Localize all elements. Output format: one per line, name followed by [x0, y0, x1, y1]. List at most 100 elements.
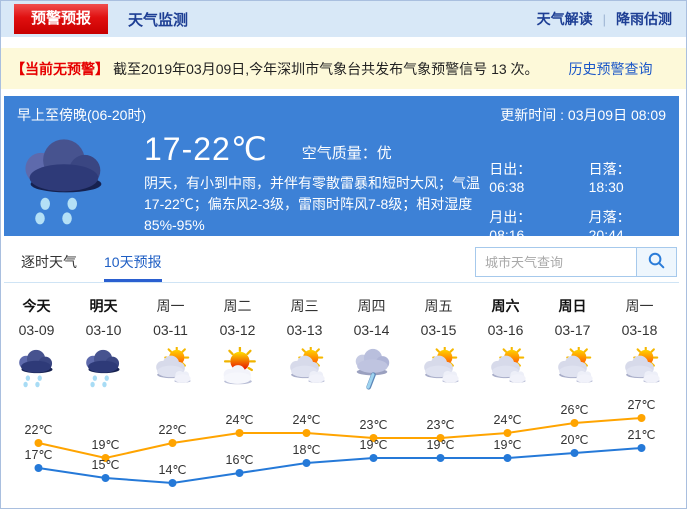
search-button[interactable] [636, 248, 676, 276]
high-temp-point [34, 439, 43, 447]
day-name: 周一 [625, 298, 654, 314]
top-nav-links: 天气解读 | 降雨估测 [537, 9, 686, 29]
day-name: 周六 [491, 298, 520, 314]
high-temp-label: 24℃ [293, 413, 321, 427]
day-name: 周五 [424, 298, 453, 314]
low-temp-label: 16℃ [226, 453, 254, 467]
tab-ten-day-forecast[interactable]: 10天预报 [104, 252, 162, 282]
tab-warning-forecast[interactable]: 预警预报 [14, 4, 109, 34]
high-temp-point [302, 429, 311, 437]
low-temp-point [570, 449, 579, 457]
air-quality-label: 空气质量： [301, 144, 377, 162]
day-date: 03-13 [286, 322, 323, 338]
low-temp-label: 20℃ [561, 433, 589, 447]
low-temp-label: 19℃ [427, 438, 455, 452]
temperature-row: 17-22℃ 空气质量：优 [144, 129, 489, 169]
air-quality: 空气质量：优 [302, 142, 392, 163]
search-icon [647, 251, 666, 273]
high-temp-point [637, 414, 646, 422]
link-weather-interpretation[interactable]: 天气解读 [536, 11, 593, 27]
forecast-day-column[interactable]: 周日 03-17 [539, 295, 606, 395]
tab-hourly-weather[interactable]: 逐时天气 [21, 254, 77, 270]
rain-icon [70, 343, 137, 395]
partly-cloudy-icon [606, 343, 673, 395]
forecast-day-column[interactable]: 周五 03-15 [405, 295, 472, 395]
day-date: 03-09 [18, 322, 55, 338]
sunmoon-item: 日出：06:38 [489, 161, 532, 195]
forecast-day-column[interactable]: 周一 03-18 [606, 295, 673, 395]
sunmoon-item: 日落：18:30 [588, 161, 631, 195]
low-temp-label: 15℃ [92, 458, 120, 472]
partly-cloudy-icon [472, 343, 539, 395]
alert-summary-text: 截至2019年03月09日,今年深圳市气象台共发布气象预警信号 13 次。 [113, 60, 539, 77]
period-title: 早上至傍晚(06-20时) [17, 107, 147, 123]
forecast-day-column[interactable]: 周三 03-13 [271, 295, 338, 395]
high-temp-label: 23℃ [360, 418, 388, 432]
day-date: 03-14 [353, 322, 390, 338]
weather-description: 阴天，有小到中雨，并伴有零散雷暴和短时大风；气温17-22℃；偏东风2-3级，雷… [144, 175, 480, 233]
current-conditions: 17-22℃ 空气质量：优 阴天，有小到中雨，并伴有零散雷暴和短时大风；气温17… [144, 129, 489, 243]
day-date: 03-11 [153, 322, 188, 338]
forecast-day-column[interactable]: 周一 03-11 [137, 295, 204, 395]
alert-bar: 【当前无预警】 截至2019年03月09日,今年深圳市气象台共发布气象预警信号 … [1, 48, 686, 89]
high-temp-point [235, 429, 244, 437]
forecast-day-column[interactable]: 今天 03-09 [3, 295, 70, 395]
partly-cloudy-icon [271, 343, 338, 395]
low-temp-label: 17℃ [25, 448, 53, 462]
panel-header: 早上至傍晚(06-20时) 更新时间 : 03月09日 08:09 [4, 96, 679, 125]
forecast-day-column[interactable]: 周六 03-16 [472, 295, 539, 395]
low-temp-point [235, 469, 244, 477]
day-date: 03-12 [219, 322, 256, 338]
day-date: 03-10 [85, 322, 122, 338]
low-temp-point [34, 464, 43, 472]
link-divider: | [602, 11, 606, 27]
forecast-day-column[interactable]: 明天 03-10 [70, 295, 137, 395]
high-temp-point [168, 439, 177, 447]
sunmoon-item: 月出：08:16 [489, 209, 532, 243]
sun-moon-times: 日出：06:38 日落：18:30 月出：08:16 月落：20:44 [489, 159, 666, 243]
high-temp-point [503, 429, 512, 437]
day-date: 03-18 [621, 322, 658, 338]
high-temp-line [38, 417, 642, 460]
high-temp-label: 23℃ [427, 418, 455, 432]
low-temp-point [101, 474, 110, 482]
high-temp-label: 22℃ [25, 423, 53, 437]
day-date: 03-16 [487, 322, 524, 338]
low-temp-point [168, 479, 177, 487]
high-temp-point [369, 434, 378, 442]
city-search-input[interactable] [476, 248, 636, 276]
high-temp-point [101, 454, 110, 462]
panel-body: 17-22℃ 空气质量：优 阴天，有小到中雨，并伴有零散雷暴和短时大风；气温17… [4, 125, 679, 243]
low-temp-point [637, 444, 646, 452]
update-time: 更新时间 : 03月09日 08:09 [500, 107, 666, 123]
air-quality-value: 优 [376, 144, 392, 162]
day-name: 周四 [357, 298, 386, 314]
forecast-day-column[interactable]: 周二 03-12 [204, 295, 271, 395]
history-warning-link[interactable]: 历史预警查询 [568, 60, 653, 77]
temperature-chart: 22℃ 19℃ 22℃ 24℃ 24℃ 23℃ 23℃ 24℃ 26℃ 27℃ 17℃ 15℃ 14℃ 1… [3, 395, 686, 495]
low-temp-label: 14℃ [159, 463, 187, 477]
tab-weather-monitoring[interactable]: 天气监测 [128, 11, 189, 29]
link-rainfall-estimate[interactable]: 降雨估测 [616, 11, 672, 27]
high-temp-label: 19℃ [92, 438, 120, 452]
high-temp-label: 26℃ [561, 403, 589, 417]
day-name: 周一 [156, 298, 185, 314]
current-weather-panel: 早上至傍晚(06-20时) 更新时间 : 03月09日 08:09 17-22℃… [4, 96, 679, 243]
forecast-day-column[interactable]: 周四 03-14 [338, 295, 405, 395]
low-temp-point [369, 454, 378, 462]
low-temp-point [503, 454, 512, 462]
low-temp-label: 21℃ [628, 428, 656, 442]
day-name: 明天 [89, 298, 118, 314]
partly-cloudy-icon [405, 343, 472, 395]
low-temp-label: 18℃ [293, 443, 321, 457]
low-temp-line [38, 447, 642, 485]
low-temp-label: 19℃ [360, 438, 388, 452]
forecast-grid: 今天 03-09 明天 03-10 周一 03-11 [3, 295, 686, 395]
high-temp-point [436, 434, 445, 442]
heavy-rain-icon [14, 135, 118, 243]
day-name: 周二 [223, 298, 252, 314]
sun-with-cloud-icon [204, 343, 271, 395]
low-temp-label: 19℃ [494, 438, 522, 452]
rain-icon [3, 343, 70, 395]
